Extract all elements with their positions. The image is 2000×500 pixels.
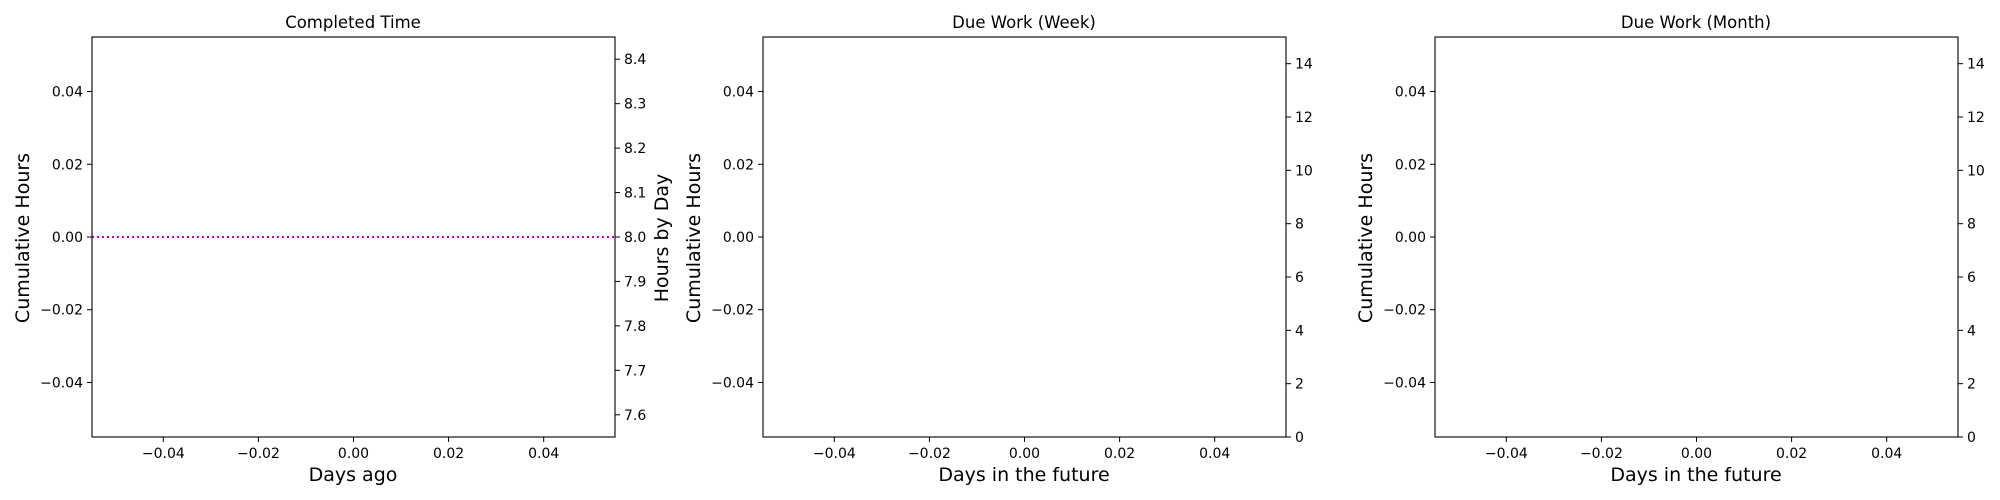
y2-tick-label: 4 xyxy=(1295,323,1304,339)
y2-axis-label: Hours by Day xyxy=(651,174,673,303)
plot-frame xyxy=(1434,36,1959,438)
y2-tick-label: 8.4 xyxy=(624,52,646,68)
panel-completed-time: Completed Time Days ago Cumulative Hours… xyxy=(12,13,673,486)
x-tick-label: 0.00 xyxy=(1681,446,1712,462)
panel-due-work-month: Due Work (Month) Days in the future Cumu… xyxy=(1355,13,1985,486)
x-axis-label: Days in the future xyxy=(1610,464,1781,486)
y-tick-label: 0.02 xyxy=(52,157,83,173)
y2-tick-label: 7.9 xyxy=(624,274,646,290)
y2-tick-label: 6 xyxy=(1295,270,1304,286)
x-tick-label: 0.00 xyxy=(338,446,369,462)
x-tick-label: 0.02 xyxy=(1104,446,1135,462)
y-tick-label: −0.04 xyxy=(40,375,83,391)
y2-tick-label: 8 xyxy=(1967,217,1976,233)
x-tick-label: −0.02 xyxy=(237,446,280,462)
y2-tick-label: 0 xyxy=(1295,430,1304,446)
x-tick-label: 0.00 xyxy=(1009,446,1040,462)
y2-tick-label: 8 xyxy=(1295,217,1304,233)
y2-tick-label: 14 xyxy=(1967,57,1985,73)
tick-group: −0.04 −0.02 0.00 0.02 0.04 −0.04 −0.02 0.00 0.02… xyxy=(1383,57,1985,462)
y2-tick-label: 8.2 xyxy=(624,141,646,157)
x-axis-label: Days in the future xyxy=(938,464,1109,486)
x-tick-label: −0.02 xyxy=(1580,446,1623,462)
y2-tick-label: 7.8 xyxy=(624,319,646,335)
y-tick-label: −0.04 xyxy=(1383,375,1426,391)
y-tick-label: 0.02 xyxy=(1395,157,1426,173)
panel-due-work-week: Due Work (Week) Days in the future Cumul… xyxy=(683,13,1313,486)
y-tick-label: 0.02 xyxy=(723,157,754,173)
panel-title: Due Work (Week) xyxy=(952,13,1096,32)
x-tick-label: 0.04 xyxy=(1199,446,1230,462)
y2-tick-label: 7.6 xyxy=(624,408,646,424)
x-tick-label: 0.02 xyxy=(433,446,464,462)
x-axis-label: Days ago xyxy=(309,464,398,486)
x-tick-label: 0.02 xyxy=(1776,446,1807,462)
y-tick-label: 0.04 xyxy=(52,85,83,101)
x-tick-label: −0.04 xyxy=(1485,446,1528,462)
y-tick-label: −0.02 xyxy=(711,303,754,319)
y-axis-label: Cumulative Hours xyxy=(683,153,705,323)
x-tick-label: −0.04 xyxy=(142,446,185,462)
y2-tick-label: 4 xyxy=(1967,323,1976,339)
y2-tick-label: 0 xyxy=(1967,430,1976,446)
y-tick-label: 0.04 xyxy=(1395,85,1426,101)
y2-tick-label: 8.1 xyxy=(624,186,646,202)
y-tick-label: 0.00 xyxy=(52,230,83,246)
y2-tick-label: 2 xyxy=(1295,377,1304,393)
x-tick-label: −0.04 xyxy=(813,446,856,462)
y2-tick-label: 14 xyxy=(1295,57,1313,73)
y-tick-label: 0.00 xyxy=(723,230,754,246)
y2-tick-label: 8.0 xyxy=(624,230,646,246)
panel-title: Completed Time xyxy=(285,13,421,32)
y-tick-label: 0.04 xyxy=(723,85,754,101)
y-axis-label: Cumulative Hours xyxy=(12,153,34,323)
tick-group: −0.04 −0.02 0.00 0.02 0.04 −0.04 −0.02 0.00 0.02… xyxy=(711,57,1313,462)
x-tick-label: 0.04 xyxy=(528,446,559,462)
y-tick-label: 0.00 xyxy=(1395,230,1426,246)
panel-title: Due Work (Month) xyxy=(1621,13,1771,32)
y2-tick-label: 10 xyxy=(1967,163,1985,179)
y2-tick-label: 2 xyxy=(1967,377,1976,393)
tick-group: −0.04 −0.02 0.00 0.02 0.04 −0.04 −0.02 0.00 0.02… xyxy=(40,52,646,462)
y-tick-label: −0.04 xyxy=(711,375,754,391)
y2-tick-label: 12 xyxy=(1295,110,1313,126)
y2-tick-label: 7.7 xyxy=(624,363,646,379)
y2-tick-label: 10 xyxy=(1295,163,1313,179)
x-tick-label: 0.04 xyxy=(1871,446,1902,462)
y-tick-label: −0.02 xyxy=(40,303,83,319)
y2-tick-label: 8.3 xyxy=(624,97,646,113)
y2-tick-label: 6 xyxy=(1967,270,1976,286)
plot-frame xyxy=(762,36,1287,438)
x-tick-label: −0.02 xyxy=(908,446,951,462)
plot-frame xyxy=(91,36,616,438)
y-axis-label: Cumulative Hours xyxy=(1355,153,1377,323)
y-tick-label: −0.02 xyxy=(1383,303,1426,319)
y2-tick-label: 12 xyxy=(1967,110,1985,126)
